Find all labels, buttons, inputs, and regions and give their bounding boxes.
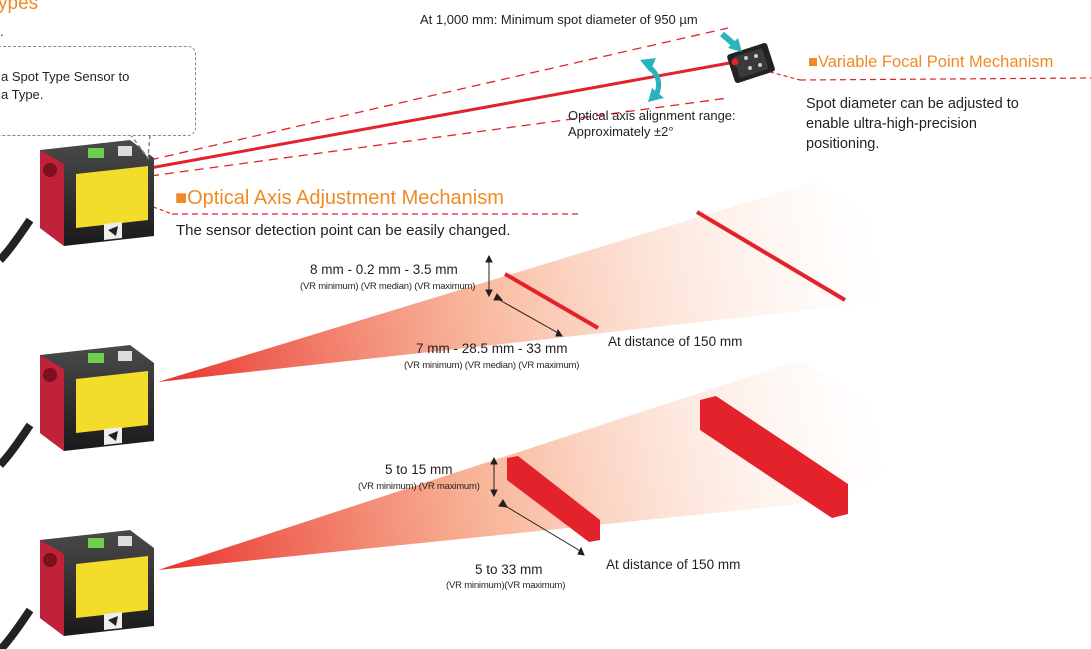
variable-focal-title-text: Variable Focal Point Mechanism (817, 53, 1054, 71)
beam2-fan (158, 180, 900, 382)
beam3-near-band (507, 456, 600, 542)
chip-icon (727, 43, 775, 83)
beam3-height-dims: 5 to 15 mm (385, 462, 453, 477)
axis-range-line-1: Optical axis alignment range: (568, 108, 736, 123)
alignment-range-arrow (640, 58, 664, 102)
axis-leader-line (139, 201, 173, 215)
beam3-width-vr: (VR minimum)(VR maximum) (446, 580, 566, 591)
beam2-height-arrow (485, 254, 493, 298)
spot-beam-group (149, 27, 736, 177)
axis-range-line-2: Approximately ±2° (568, 124, 674, 139)
beam2-height-dims: 8 mm - 0.2 mm - 3.5 mm (310, 262, 458, 277)
beam3-height-arrow (490, 456, 498, 498)
focal-title-underline (799, 77, 1091, 81)
callout-line-1: a Spot Type Sensor to (1, 69, 130, 84)
beam3-height-vr: (VR minimum) (VR maximum) (358, 481, 480, 492)
beam2-width-vr: (VR minimum) (VR median) (VR maximum) (404, 360, 580, 371)
sensor-top (0, 140, 154, 263)
variable-focal-desc-3: positioning. (806, 136, 880, 152)
focal-leader-line (769, 71, 801, 81)
variable-focal-desc-2: enable ultra-high-precision (806, 116, 977, 132)
variable-focal-title: ■Variable Focal Point Mechanism (808, 53, 1053, 72)
beam3-far-band (700, 396, 848, 518)
callout-tail (129, 133, 151, 161)
beam3-width-arrow (498, 499, 585, 556)
page-subtitle-fragment: . (0, 24, 4, 39)
sensor-bottom (0, 530, 154, 649)
beam2-far-line (695, 210, 847, 302)
dashed-axis-upper (149, 27, 729, 161)
callout-line-2: a Type. (1, 87, 44, 102)
square-bullet-icon-2: ■ (175, 187, 188, 209)
square-bullet-icon: ■ (808, 53, 818, 71)
top-spot-note: At 1,000 mm: Minimum spot diameter of 95… (420, 12, 698, 27)
beam2-near-line (503, 272, 600, 330)
beam2-width-dims: 7 mm - 28.5 mm - 33 mm (416, 341, 568, 356)
beam3-distance: At distance of 150 mm (606, 557, 741, 572)
axis-adjust-title: ■Optical Axis Adjustment Mechanism (175, 187, 504, 210)
axis-adjust-desc: The sensor detection point can be easily… (176, 222, 511, 239)
variable-focal-desc-1: Spot diameter can be adjusted to (806, 96, 1019, 112)
page-title-fragment: ypes (0, 0, 39, 14)
beam2-width-arrow (493, 293, 563, 337)
beam3-width-dims: 5 to 33 mm (475, 562, 543, 577)
axis-adjust-title-text: Optical Axis Adjustment Mechanism (187, 187, 504, 209)
beam2-distance: At distance of 150 mm (608, 334, 743, 349)
laser-line (149, 60, 736, 170)
callout-box: a Spot Type Sensor to a Type. (0, 46, 196, 136)
spot-pointer-arrow (720, 31, 742, 52)
dashed-axis-lower (149, 97, 729, 177)
sensor-middle (0, 345, 154, 468)
beam2-height-vr: (VR minimum) (VR median) (VR maximum) (300, 281, 476, 292)
